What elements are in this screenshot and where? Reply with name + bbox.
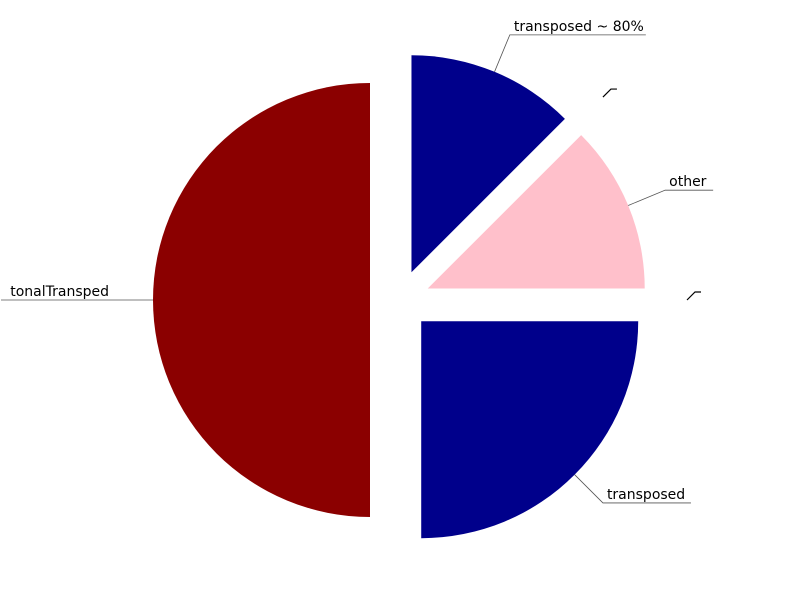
pie-slices <box>153 55 645 539</box>
pie-labels: transposed ~ 80% other transposed tonalTran… <box>1 19 714 504</box>
slice-leader-line <box>602 88 617 98</box>
pie-slice <box>153 83 370 517</box>
slice-label: transposed ~ 80% <box>514 19 644 35</box>
slice-label: transposed <box>607 487 685 503</box>
slice-leader-line <box>574 474 691 504</box>
slice-label: tonalTransped <box>10 284 109 300</box>
pie-slice <box>427 135 645 289</box>
pie-slice <box>411 55 565 273</box>
slice-leader-line <box>494 34 646 72</box>
slice-label: other <box>669 174 707 190</box>
slice-leader-line <box>628 189 714 206</box>
pie-slice <box>421 321 639 539</box>
slice-leader-line <box>686 291 701 301</box>
